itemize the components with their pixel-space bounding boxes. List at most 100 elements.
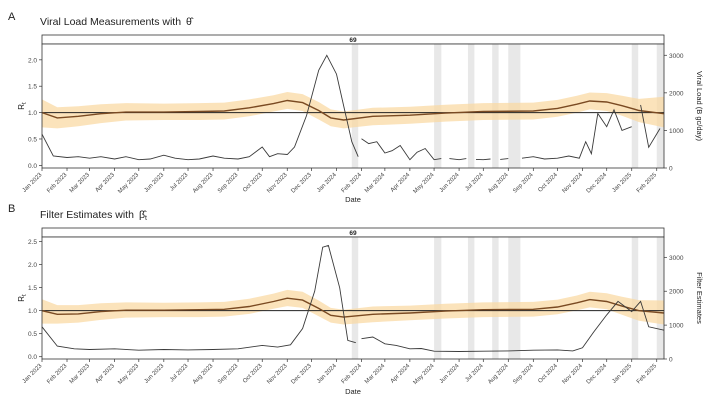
x-tick-label: Feb 2025 bbox=[636, 363, 659, 386]
filter-estimate-line bbox=[361, 300, 665, 352]
x-tick-label: Aug 2023 bbox=[192, 172, 215, 195]
rt-ribbon bbox=[42, 289, 664, 325]
x-tick-label: Jan 2025 bbox=[611, 363, 633, 385]
missing-data-band bbox=[351, 44, 359, 168]
y2-tick-label: 1000 bbox=[669, 323, 684, 330]
x-tick-label: Sep 2024 bbox=[512, 363, 535, 386]
y2-tick-label: 3000 bbox=[669, 53, 684, 60]
y2-tick-label: 2000 bbox=[669, 90, 684, 97]
x-tick-label: Sep 2024 bbox=[512, 172, 535, 195]
x-tick-label: Jan 2023 bbox=[22, 172, 44, 194]
viral-load-line bbox=[449, 158, 467, 161]
missing-data-band bbox=[467, 237, 475, 359]
x-tick-label: Jul 2023 bbox=[169, 363, 190, 384]
x-tick-label: Dec 2023 bbox=[290, 363, 313, 386]
missing-data-band bbox=[434, 237, 442, 359]
y-tick-label: 1.5 bbox=[28, 285, 37, 292]
x-tick-label: Aug 2024 bbox=[487, 172, 510, 195]
x-tick-label: Jan 2024 bbox=[316, 363, 338, 385]
y2-axis-title: Viral Load (B gc/day) bbox=[695, 71, 704, 141]
viral-load-line bbox=[475, 158, 491, 161]
x-tick-label: Jan 2024 bbox=[316, 172, 338, 194]
y-axis-title-sub: t bbox=[22, 294, 28, 296]
x-tick-label: Sep 2023 bbox=[217, 363, 240, 386]
y2-tick-label: 2000 bbox=[669, 289, 684, 296]
y-tick-label: 0.0 bbox=[28, 163, 37, 170]
rt-estimate-line bbox=[41, 99, 665, 121]
x-tick-label: Mar 2024 bbox=[364, 363, 387, 386]
viral-load-line bbox=[361, 138, 442, 161]
x-tick-label: Mar 2023 bbox=[69, 172, 92, 195]
y-axis-title-sub: t bbox=[22, 102, 28, 104]
missing-data-band bbox=[492, 237, 499, 359]
x-tick-label: Feb 2025 bbox=[636, 172, 659, 195]
x-tick-label: Jul 2024 bbox=[464, 363, 485, 384]
x-tick-label: Apr 2024 bbox=[390, 172, 412, 194]
chart-title-text: Filter Estimates with bbox=[40, 209, 134, 221]
y-tick-label: 1.0 bbox=[28, 110, 37, 117]
y-tick-label: 1.5 bbox=[28, 84, 37, 91]
x-tick-label: Aug 2024 bbox=[487, 363, 510, 386]
facet-label: 69 bbox=[349, 230, 357, 237]
y2-tick-label: 0 bbox=[669, 357, 673, 364]
rt-ribbon bbox=[42, 92, 664, 129]
plot-frame bbox=[41, 43, 665, 169]
x-tick-label: Apr 2023 bbox=[95, 172, 117, 194]
x-tick-label: Oct 2023 bbox=[242, 363, 264, 385]
y-tick-label: 2.0 bbox=[28, 262, 37, 269]
y-tick-label: 0.5 bbox=[28, 136, 37, 143]
y2-axis-title: Filter Estimates bbox=[695, 272, 704, 324]
x-tick-label: Jun 2023 bbox=[144, 363, 166, 385]
x-tick-label: Nov 2024 bbox=[562, 363, 585, 386]
x-tick-label: May 2023 bbox=[117, 363, 140, 386]
missing-data-band bbox=[656, 237, 664, 359]
chart-title-symbol: β̂ bbox=[139, 209, 147, 221]
x-tick-label: Mar 2023 bbox=[69, 363, 92, 386]
y2-tick-label: 3000 bbox=[669, 255, 684, 262]
x-tick-label: May 2024 bbox=[413, 363, 436, 386]
filter-estimate-line bbox=[41, 244, 356, 351]
chart-title-symbol: θ̂ bbox=[186, 16, 194, 28]
x-tick-label: Oct 2023 bbox=[242, 172, 264, 194]
x-tick-label: Jun 2024 bbox=[439, 363, 461, 385]
panel-letter: B bbox=[8, 203, 15, 215]
x-tick-label: Jun 2023 bbox=[144, 172, 166, 194]
y2-tick-label: 0 bbox=[669, 166, 673, 173]
x-tick-label: Jul 2024 bbox=[464, 172, 485, 193]
y2-tick-label: 1000 bbox=[669, 128, 684, 135]
x-tick-label: Feb 2023 bbox=[46, 363, 69, 386]
x-tick-label: Nov 2023 bbox=[266, 172, 289, 195]
missing-data-band bbox=[508, 237, 521, 359]
plot-frame bbox=[41, 236, 665, 360]
missing-data-band bbox=[351, 237, 359, 359]
chart-title: Viral Load Measurements with θ̂ bbox=[40, 16, 194, 28]
viral-load-line bbox=[521, 108, 632, 160]
x-tick-label: Oct 2024 bbox=[537, 172, 559, 194]
y-axis-title: Rt bbox=[17, 294, 28, 302]
viral-load-line bbox=[640, 104, 661, 149]
y-tick-label: 0.0 bbox=[28, 354, 37, 361]
chart-title-text: Viral Load Measurements with bbox=[40, 16, 181, 28]
y-axis-title: Rt bbox=[17, 102, 28, 110]
x-tick-label: Jul 2023 bbox=[169, 172, 190, 193]
x-tick-label: Apr 2024 bbox=[390, 363, 412, 385]
y-axis-title-text: R bbox=[17, 104, 26, 110]
panel-letter: A bbox=[8, 11, 16, 23]
x-tick-label: Sep 2023 bbox=[217, 172, 240, 195]
viral-load-line bbox=[41, 54, 359, 161]
missing-data-band bbox=[631, 237, 639, 359]
y-axis-title-text: R bbox=[17, 296, 26, 302]
panel-b: B Filter Estimates with β̂t690.00.51.01.52… bbox=[8, 203, 704, 396]
x-tick-label: Jun 2024 bbox=[439, 172, 461, 194]
chart-title: Filter Estimates with β̂t bbox=[40, 209, 147, 222]
x-tick-label: Dec 2024 bbox=[586, 363, 609, 386]
x-tick-label: Apr 2023 bbox=[95, 363, 117, 385]
x-tick-label: Feb 2023 bbox=[46, 172, 69, 195]
facet-label: 69 bbox=[349, 37, 357, 44]
x-axis-title: Date bbox=[345, 387, 361, 396]
x-tick-label: Nov 2024 bbox=[562, 172, 585, 195]
x-axis-title: Date bbox=[345, 195, 361, 204]
chart-title-symbol-sub: t bbox=[145, 215, 147, 222]
x-tick-label: Oct 2024 bbox=[537, 363, 559, 385]
